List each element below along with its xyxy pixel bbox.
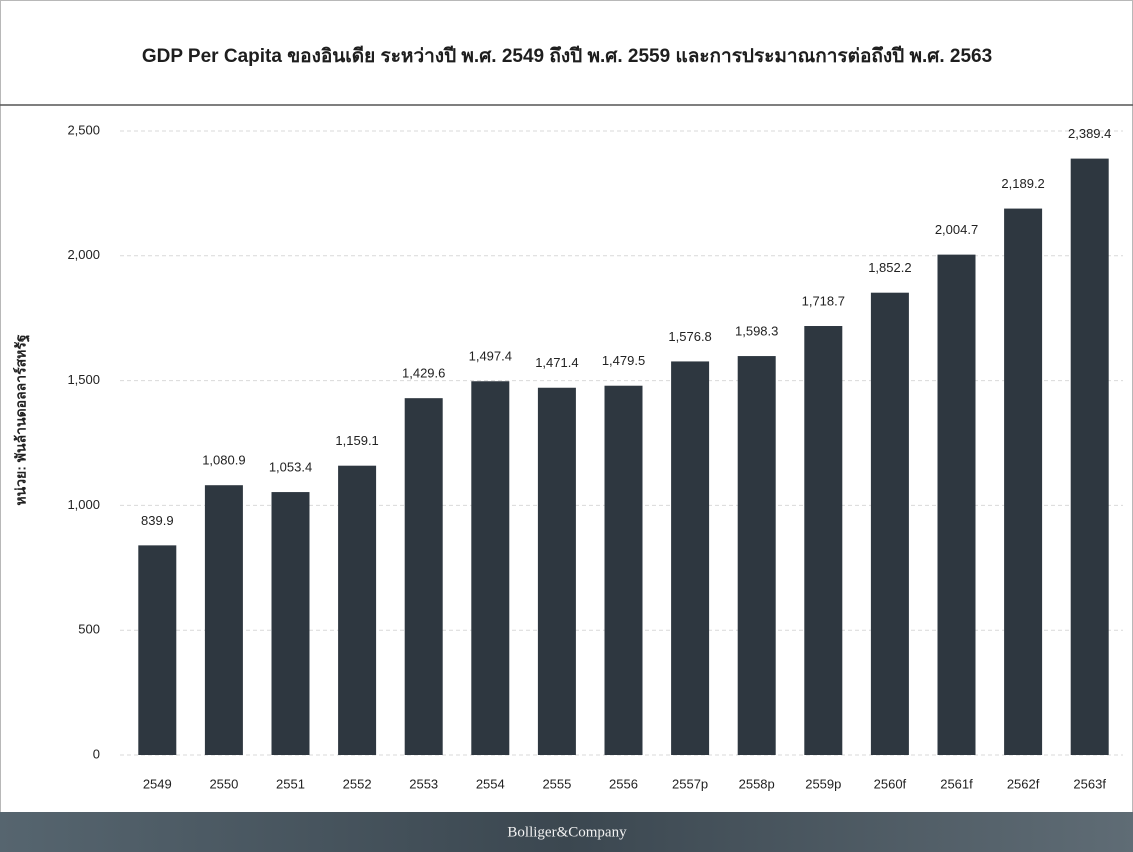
y-axis-label: หน่วย: พันล้านดอลลาร์สหรัฐ — [13, 334, 31, 506]
footer-brand: Bolliger&Company — [507, 824, 627, 840]
x-tick-label: 2552 — [343, 776, 372, 791]
x-tick-label: 2551 — [276, 776, 305, 791]
data-label: 1,576.8 — [668, 329, 711, 344]
data-label: 2,389.4 — [1068, 126, 1111, 141]
y-tick-label: 2,000 — [67, 247, 100, 262]
data-label: 1,852.2 — [868, 260, 911, 275]
data-label: 2,004.7 — [935, 222, 978, 237]
x-tick-label: 2562f — [1007, 776, 1040, 791]
x-tick-label: 2554 — [476, 776, 505, 791]
bar — [870, 292, 909, 755]
bar — [1004, 208, 1043, 755]
bar — [737, 356, 776, 755]
data-label: 1,471.4 — [535, 355, 578, 370]
x-tick-label: 2558p — [739, 776, 775, 791]
bar — [937, 254, 976, 755]
bar — [537, 387, 576, 755]
data-label: 1,429.6 — [402, 366, 445, 381]
y-tick-label: 500 — [78, 622, 100, 637]
bar — [271, 492, 310, 755]
y-tick-label: 1,500 — [67, 372, 100, 387]
x-tick-label: 2556 — [609, 776, 638, 791]
x-tick-label: 2559p — [805, 776, 841, 791]
bar — [471, 381, 510, 755]
bar — [671, 361, 710, 755]
bar — [204, 485, 243, 755]
y-tick-label: 0 — [93, 746, 100, 761]
x-tick-label: 2553 — [409, 776, 438, 791]
x-tick-label: 2563f — [1073, 776, 1106, 791]
data-label: 1,497.4 — [469, 349, 512, 364]
bar — [138, 545, 177, 755]
data-label: 1,479.5 — [602, 353, 645, 368]
data-label: 1,598.3 — [735, 324, 778, 339]
x-tick-label: 2560f — [874, 776, 907, 791]
x-tick-label: 2549 — [143, 776, 172, 791]
x-tick-label: 2550 — [209, 776, 238, 791]
bar — [1070, 158, 1109, 755]
x-tick-label: 2561f — [940, 776, 973, 791]
bar — [604, 385, 643, 755]
y-tick-label: 2,500 — [67, 122, 100, 137]
bar — [338, 465, 377, 755]
bar — [404, 398, 443, 755]
data-label: 1,053.4 — [269, 460, 312, 475]
data-label: 1,718.7 — [802, 293, 845, 308]
bar — [804, 326, 843, 755]
y-tick-label: 1,000 — [67, 497, 100, 512]
x-tick-label: 2555 — [542, 776, 571, 791]
data-label: 1,080.9 — [202, 453, 245, 468]
footer-band — [0, 812, 1133, 852]
data-label: 1,159.1 — [335, 433, 378, 448]
data-label: 839.9 — [141, 513, 174, 528]
x-tick-label: 2557p — [672, 776, 708, 791]
chart-title: GDP Per Capita ของอินเดีย ระหว่างปี พ.ศ.… — [142, 45, 992, 67]
data-label: 2,189.2 — [1001, 176, 1044, 191]
